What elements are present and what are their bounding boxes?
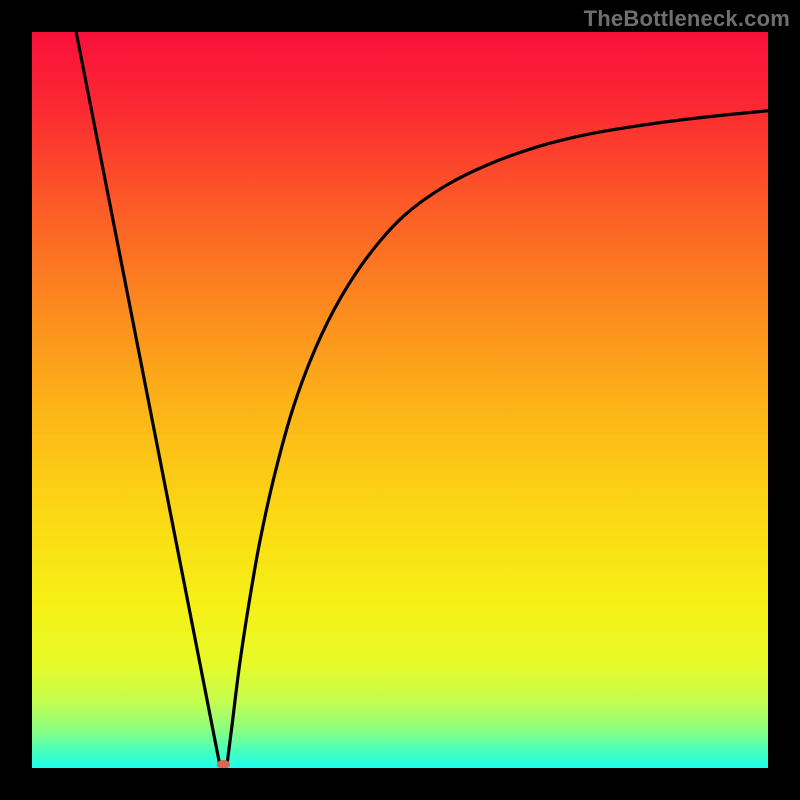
chart-root: TheBottleneck.com [0,0,800,800]
chart-svg [0,0,800,800]
curve-right-branch [227,111,768,765]
watermark-label: TheBottleneck.com [584,6,790,32]
minimum-marker [217,760,230,769]
curve-left-branch [76,32,220,764]
